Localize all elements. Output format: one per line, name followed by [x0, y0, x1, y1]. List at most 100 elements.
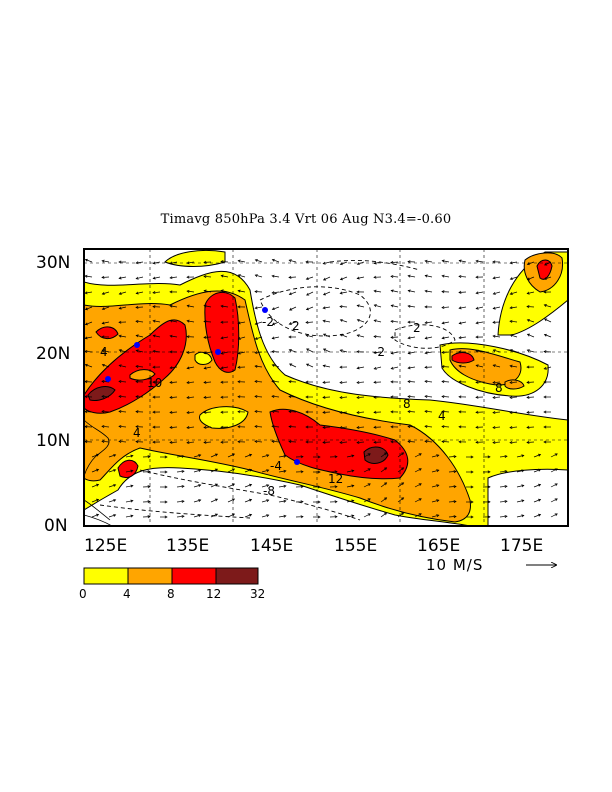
wind-vector-head: [487, 455, 491, 459]
wind-vector-head: [537, 483, 542, 487]
wind-vector-head: [334, 485, 338, 489]
wind-vector-head: [339, 318, 343, 322]
wind-vector-head: [203, 366, 207, 370]
wind-vector-head: [271, 258, 275, 262]
wind-vector-head: [554, 468, 558, 472]
wind-vector-head: [424, 305, 428, 309]
wind-vector: [408, 336, 416, 339]
wind-vector: [526, 306, 535, 308]
wind-vector-head: [521, 499, 525, 503]
wind-vector: [238, 336, 246, 340]
storm-marker: [105, 376, 111, 382]
wind-vector-head: [543, 333, 547, 337]
wind-vector-head: [237, 305, 241, 309]
wind-vector-head: [169, 319, 173, 323]
lon-label-135e: 135E: [166, 536, 210, 556]
wind-vector-head: [147, 485, 151, 489]
wind-vector: [527, 333, 535, 338]
contour-label: -2: [373, 345, 385, 359]
wind-vector-head: [237, 336, 241, 340]
colorbar-label-32: 32: [250, 587, 266, 601]
wind-vector-head: [390, 335, 394, 339]
wind-vector-head: [186, 275, 190, 279]
wind-vector-head: [356, 304, 360, 308]
wind-vector-head: [492, 349, 496, 353]
wind-vector: [363, 453, 371, 458]
wind-vector: [272, 291, 280, 294]
wind-vector: [210, 453, 218, 458]
wind-vector-head: [458, 380, 462, 384]
wind-vector-head: [418, 483, 422, 486]
wind-vector: [431, 499, 439, 503]
wind-vector-head: [509, 334, 513, 337]
wind-vector-head: [475, 275, 479, 279]
wind-vector-head: [390, 319, 394, 323]
wind-vector: [186, 441, 195, 444]
wind-vector: [323, 291, 331, 296]
wind-vector: [322, 411, 331, 413]
wind-vector-head: [288, 275, 292, 279]
wind-vector-head: [305, 395, 309, 399]
wind-vector: [458, 291, 467, 293]
wind-vector-head: [356, 276, 360, 280]
wind-vector: [493, 306, 501, 309]
wind-vector-head: [152, 261, 156, 265]
wind-vector-head: [266, 514, 270, 518]
wind-vector: [509, 381, 518, 384]
wind-vector-head: [203, 289, 207, 293]
wind-vector-head: [544, 318, 548, 322]
wind-vector-head: [424, 365, 428, 369]
wind-vector-head: [339, 262, 343, 266]
wind-vector-head: [367, 453, 371, 457]
wind-vector-head: [214, 513, 219, 517]
wind-vector-head: [458, 395, 462, 399]
wind-vector-head: [322, 319, 326, 323]
wind-vector-head: [198, 454, 202, 458]
vorticity-field: -2 2 -2 2 8 4 8 4 10 4 -4 -8 12: [84, 249, 568, 526]
wind-vector-head: [475, 335, 479, 339]
wind-vector: [91, 469, 99, 473]
wind-vector-head: [186, 396, 190, 400]
wind-vector-head: [543, 425, 547, 429]
wind-vector: [527, 291, 535, 294]
blue-markers: [105, 307, 300, 465]
wind-vector-head: [407, 425, 411, 429]
wind-vector-head: [203, 440, 207, 444]
wind-vector-head: [554, 483, 558, 487]
wind-vector-head: [186, 381, 190, 385]
wind-vector-head: [266, 484, 270, 488]
wind-vector-head: [101, 321, 105, 325]
wind-vector: [193, 469, 201, 473]
wind-vector-head: [390, 304, 394, 308]
colorbar-swatch-4-8: [127, 567, 173, 585]
wind-vector-head: [492, 320, 496, 324]
wind-vector: [510, 334, 518, 338]
wind-vector-head: [441, 380, 445, 384]
wind-vector-head: [526, 380, 530, 384]
wind-vector: [169, 411, 178, 413]
wind-vector-head: [322, 306, 326, 310]
wind-vector-head: [186, 304, 190, 308]
shade-red-sw: [117, 459, 139, 479]
wind-vector-head: [424, 259, 428, 263]
wind-vector-head: [509, 348, 513, 352]
wind-vector-head: [254, 274, 258, 278]
wind-vector: [254, 291, 263, 293]
wind-vector-head: [254, 424, 258, 428]
wind-vector: [272, 306, 280, 310]
wind-vector: [346, 515, 354, 518]
wind-vector: [526, 411, 535, 413]
wind-vector-head: [237, 395, 241, 399]
wind-vector: [323, 306, 331, 309]
wind-vector: [431, 454, 439, 458]
wind-vector-head: [254, 306, 258, 310]
wind-vector: [204, 366, 212, 369]
wind-vector: [516, 500, 524, 503]
wind-vector-head: [487, 470, 491, 474]
wind-vector-head: [152, 395, 156, 399]
contour-label: 2: [292, 319, 300, 333]
storm-marker: [294, 459, 300, 465]
wind-vector: [118, 440, 127, 443]
wind-vector-head: [254, 336, 258, 340]
wind-vector-head: [84, 336, 88, 340]
